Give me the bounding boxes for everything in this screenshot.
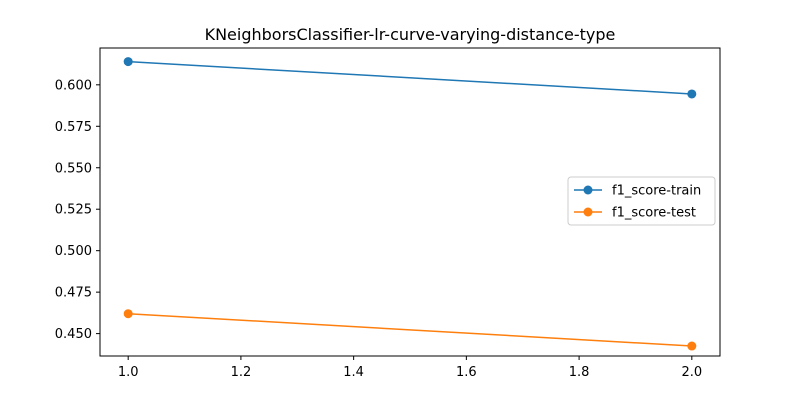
legend-marker-f1_score-train <box>583 185 593 195</box>
x-tick-label: 1.0 <box>118 365 139 380</box>
x-tick-label: 1.8 <box>569 365 590 380</box>
x-tick-label: 2.0 <box>681 365 702 380</box>
axes-frame <box>99 47 721 357</box>
legend-label: f1_score-test <box>612 206 696 221</box>
plot-area: 1.0 1.2 1.4 1.6 1.8 2.0 0.450 0.475 0.500 0.525 0.… <box>55 57 702 380</box>
y-tick-label: 0.550 <box>55 161 92 176</box>
legend-box <box>567 176 716 226</box>
y-tick-label: 0.500 <box>55 244 92 259</box>
chart-title: KNeighborsClassifier-lr-curve-varying-di… <box>205 25 616 44</box>
y-tick-label: 0.450 <box>55 327 92 342</box>
data-point-f1_score-train <box>123 57 133 67</box>
data-point-f1_score-train <box>687 89 697 99</box>
x-tick-label: 1.6 <box>456 365 477 380</box>
series-line-f1_score-test <box>128 312 692 347</box>
legend: f1_score-train f1_score-test <box>567 176 716 226</box>
x-tick-label: 1.4 <box>343 365 364 380</box>
y-tick-label: 0.475 <box>55 286 92 301</box>
data-point-f1_score-test <box>687 341 697 351</box>
series-line-f1_score-train <box>128 60 692 95</box>
x-tick-label: 1.2 <box>231 365 252 380</box>
y-tick-label: 0.525 <box>55 203 92 218</box>
data-point-f1_score-test <box>123 309 133 319</box>
y-tick-label: 0.575 <box>55 120 92 135</box>
legend-label: f1_score-train <box>612 184 701 199</box>
legend-marker-f1_score-test <box>583 207 593 217</box>
y-tick-label: 0.600 <box>55 78 92 93</box>
